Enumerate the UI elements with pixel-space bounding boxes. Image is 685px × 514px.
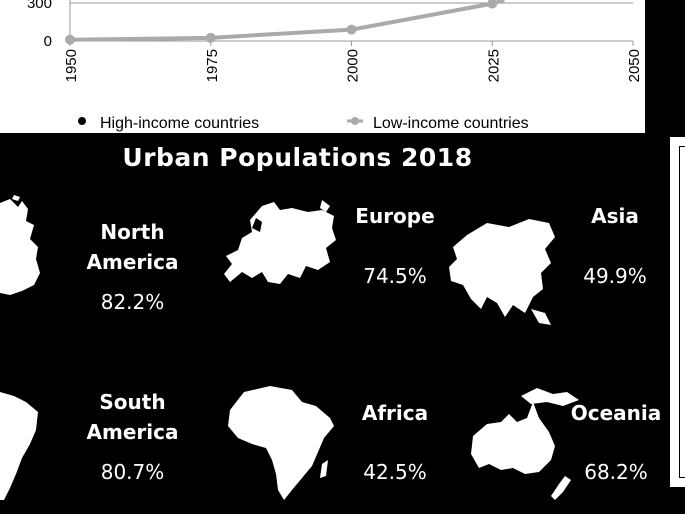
region-percent-oceania: 68.2% [584,460,648,484]
region-name-oceania: Oceania [570,401,662,425]
legend-marker-1 [351,117,359,125]
chart-legend: High-income countries Low-income countrie… [78,115,529,132]
series-point-1 [487,0,498,9]
x-tick-label: 2000 [345,49,362,82]
region-name-africa: Africa [361,401,429,425]
europe-map [224,200,336,284]
chart-tick-labels: 0 300 1950 1975 2000 2025 2050 [27,0,643,82]
region-name-south-america: South America [86,390,179,444]
x-tick-label: 2050 [626,49,643,82]
side-panel-frame [679,146,685,478]
series-point-1 [65,34,75,45]
chart-series [65,0,505,45]
region-percent-south-america: 80.7% [100,460,165,484]
line-chart: 0 300 1950 1975 2000 2025 2050 High-income cou… [27,0,643,132]
south-america-map [0,392,38,500]
region-percent-europe: 74.5% [363,264,427,288]
region-name-europe: Europe [355,204,435,228]
region-name-north-america: North America [86,220,179,274]
side-panel [670,137,685,487]
chart-axes [69,0,634,46]
africa-map [228,386,334,500]
legend-label-1: Low-income countries [373,115,529,132]
series-point-1 [346,24,357,35]
x-tick-label: 1975 [204,49,221,82]
legend-marker-0 [78,117,86,125]
north-america-map [0,195,40,295]
region-percent-asia: 49.9% [583,264,647,288]
infographic-title: Urban Populations 2018 [122,143,473,172]
region-name-asia: Asia [591,204,639,228]
series-line-1 [69,0,505,42]
x-tick-label: 1950 [63,49,80,82]
asia-map [449,219,555,325]
legend-label-0: High-income countries [100,115,259,132]
y-tick-label: 0 [44,33,52,50]
region-percent-north-america: 82.2% [100,290,165,314]
x-tick-label: 2025 [485,49,502,82]
region-percent-africa: 42.5% [363,460,427,484]
oceania-map [471,388,579,500]
chart-panel: 0 300 1950 1975 2000 2025 2050 High-income cou… [0,0,645,133]
y-tick-label: 300 [27,0,52,12]
series-point-1 [205,32,216,43]
